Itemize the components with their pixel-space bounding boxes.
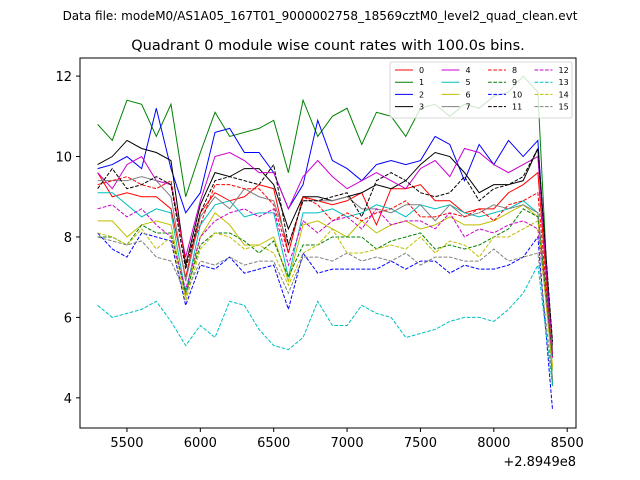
x-tick-label: 7500 [404,436,437,451]
series-line-13 [97,263,554,386]
axes-frame [79,57,577,429]
plot-area [97,75,554,410]
x-axis: 5500 6000 6500 7000 7500 8000 8500 [110,428,584,451]
series-line-12 [97,204,554,358]
x-offset-label: +2.8949e8 [503,455,576,470]
y-tick-label: 4 [64,392,72,407]
series-line-0 [97,171,554,354]
series-line-5 [97,192,554,370]
legend-label-11: 11 [512,103,522,112]
y-tick-label: 10 [55,151,72,166]
x-tick-label: 6500 [257,436,290,451]
series-line-4 [97,147,554,350]
x-tick-label: 7000 [331,436,364,451]
data-file-suptitle: Data file: modeM0/AS1A05_167T01_90000027… [63,9,578,23]
y-tick-label: 6 [64,311,72,326]
x-tick-label: 5500 [110,436,143,451]
x-tick-label: 8000 [477,436,510,451]
legend-label-9: 9 [512,78,517,87]
series-line-1 [97,75,554,386]
chart-title: Quadrant 0 module wise count rates with … [131,38,525,54]
legend-label-10: 10 [512,90,522,99]
series-line-14 [97,220,554,370]
legend-label-4: 4 [466,66,471,75]
legend-box [389,61,573,119]
legend-label-7: 7 [466,103,471,112]
legend-label-2: 2 [419,90,424,99]
legend-label-15: 15 [559,103,569,112]
legend-label-8: 8 [512,66,517,75]
x-tick-label: 6000 [184,436,217,451]
y-axis: 4 6 8 10 12 [55,70,80,407]
x-tick-label: 8500 [551,436,584,451]
y-tick-label: 8 [64,231,72,246]
series-line-9 [97,208,554,358]
legend-label-6: 6 [466,90,471,99]
legend-label-1: 1 [419,78,424,87]
y-tick-label: 12 [55,70,72,85]
legend-label-13: 13 [559,78,569,87]
legend-label-0: 0 [419,66,424,75]
series-line-15 [97,236,554,378]
series-line-10 [97,232,554,410]
legend-label-5: 5 [466,78,471,87]
series-line-7 [97,176,554,350]
series-line-8 [97,176,554,358]
legend-label-12: 12 [559,66,569,75]
series-line-11 [97,146,554,342]
series-line-6 [97,204,554,366]
legend-label-3: 3 [419,103,424,112]
legend-label-14: 14 [559,90,569,99]
